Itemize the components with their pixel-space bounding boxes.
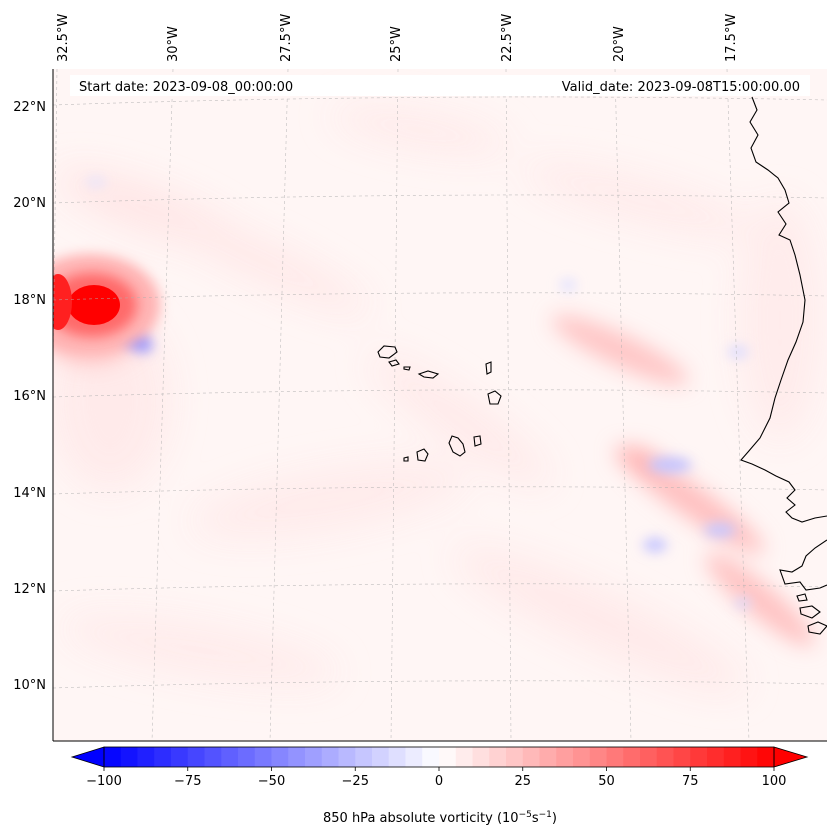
lon-label: 17.5°W: [724, 14, 739, 62]
lat-label: 16°N: [13, 389, 46, 404]
colorbar-cell: [556, 747, 574, 767]
cape-verde-maio: [473, 435, 482, 447]
colorbar-cell: [238, 747, 256, 767]
colorbar-tick-label: −100: [86, 774, 122, 789]
colorbar: −100 −75 −50 −25 0 25 50 75 100 850 hPa absolute…: [70, 746, 809, 826]
colorbar-tick-label: −50: [258, 774, 285, 789]
colorbar-cell: [539, 747, 557, 767]
lon-label: 25°W: [389, 26, 404, 62]
colorbar-ticks: −100 −75 −50 −25 0 25 50 75 100: [86, 767, 786, 789]
colorbar-title: 850 hPa absolute vorticity (10−5s−1): [323, 810, 557, 826]
colorbar-cell: [522, 747, 540, 767]
lon-label: 20°W: [612, 26, 627, 62]
colorbar-tick-label: 50: [598, 774, 615, 789]
colorbar-cell: [104, 747, 122, 767]
colorbar-max-extension: [773, 746, 809, 768]
colorbar-cell: [640, 747, 658, 767]
info-banner: Start date: 2023-09-08_00:00:00 Valid_da…: [70, 75, 810, 96]
map-panel: [53, 69, 827, 741]
colorbar-cell: [388, 747, 406, 767]
colorbar-cell: [321, 747, 339, 767]
lon-label: 22.5°W: [500, 14, 515, 62]
lat-label: 20°N: [13, 196, 46, 211]
cape-verde-santa-luzia: [403, 366, 411, 371]
cape-verde-brava: [403, 456, 409, 462]
cape-verde-boa-vista: [487, 390, 502, 405]
colorbar-cell: [187, 747, 205, 767]
colorbar-cell: [489, 747, 507, 767]
colorbar-cell: [623, 747, 641, 767]
colorbar-cell: [573, 747, 591, 767]
gridlines: [53, 69, 827, 741]
colorbar-cell: [254, 747, 272, 767]
coastlines: [377, 96, 827, 635]
colorbar-cell: [305, 747, 323, 767]
lat-label: 18°N: [13, 293, 46, 308]
colorbar-cell: [338, 747, 356, 767]
valid-date-label: Valid_date: 2023-09-08T15:00:00.00: [562, 80, 800, 95]
cape-verde-fogo: [416, 448, 429, 462]
start-date-label: Start date: 2023-09-08_00:00:00: [79, 80, 293, 95]
colorbar-cell: [439, 747, 457, 767]
colorbar-cell: [204, 747, 222, 767]
cape-verde-sao-vicente: [388, 359, 400, 367]
colorbar-cell: [757, 747, 775, 767]
colorbar-cell: [740, 747, 758, 767]
cape-verde-santo-antao: [377, 345, 398, 359]
colorbar-min-extension: [70, 746, 105, 768]
latitude-labels: 22°N 20°N 18°N 16°N 14°N 12°N 10°N: [13, 100, 46, 693]
vorticity-vortex-strong: [53, 254, 160, 354]
lat-label: 12°N: [13, 582, 46, 597]
bissau-islands: [796, 593, 827, 635]
cape-verde-santiago: [448, 435, 466, 457]
lon-label: 30°W: [166, 26, 181, 62]
colorbar-cell: [271, 747, 289, 767]
colorbar-cell: [120, 747, 138, 767]
colorbar-cell: [690, 747, 708, 767]
colorbar-tick-label: −25: [342, 774, 369, 789]
cape-verde-sal: [485, 361, 492, 375]
colorbar-cell: [455, 747, 473, 767]
colorbar-cell: [472, 747, 490, 767]
colorbar-cell: [707, 747, 725, 767]
longitude-labels: 32.5°W 30°W 27.5°W 25°W 22.5°W 20°W 17.5…: [56, 14, 739, 62]
lon-label: 27.5°W: [279, 14, 294, 62]
colorbar-cell: [506, 747, 524, 767]
colorbar-cell: [154, 747, 172, 767]
colorbar-cell: [606, 747, 624, 767]
colorbar-cells: [104, 747, 775, 767]
colorbar-tick-label: 0: [435, 774, 443, 789]
colorbar-tick-label: 75: [682, 774, 699, 789]
guinea-coastline: [779, 539, 827, 591]
map-frame: [52, 69, 827, 742]
colorbar-cell: [171, 747, 189, 767]
colorbar-tick-label: 25: [514, 774, 531, 789]
africa-coastline: [740, 96, 827, 523]
colorbar-cell: [221, 747, 239, 767]
colorbar-tick-label: −75: [174, 774, 201, 789]
lat-label: 14°N: [13, 486, 46, 501]
colorbar-cell: [288, 747, 306, 767]
colorbar-cell: [355, 747, 373, 767]
colorbar-cell: [673, 747, 691, 767]
colorbar-cell: [656, 747, 674, 767]
colorbar-cell: [137, 747, 155, 767]
cape-verde-sao-nicolau: [417, 370, 440, 379]
colorbar-tick-label: 100: [762, 774, 787, 789]
colorbar-cell: [422, 747, 440, 767]
lat-label: 22°N: [13, 100, 46, 115]
colorbar-cell: [405, 747, 423, 767]
lon-label: 32.5°W: [56, 14, 71, 62]
colorbar-cell: [589, 747, 607, 767]
colorbar-cell: [723, 747, 741, 767]
lat-label: 10°N: [13, 678, 46, 693]
colorbar-cell: [372, 747, 390, 767]
